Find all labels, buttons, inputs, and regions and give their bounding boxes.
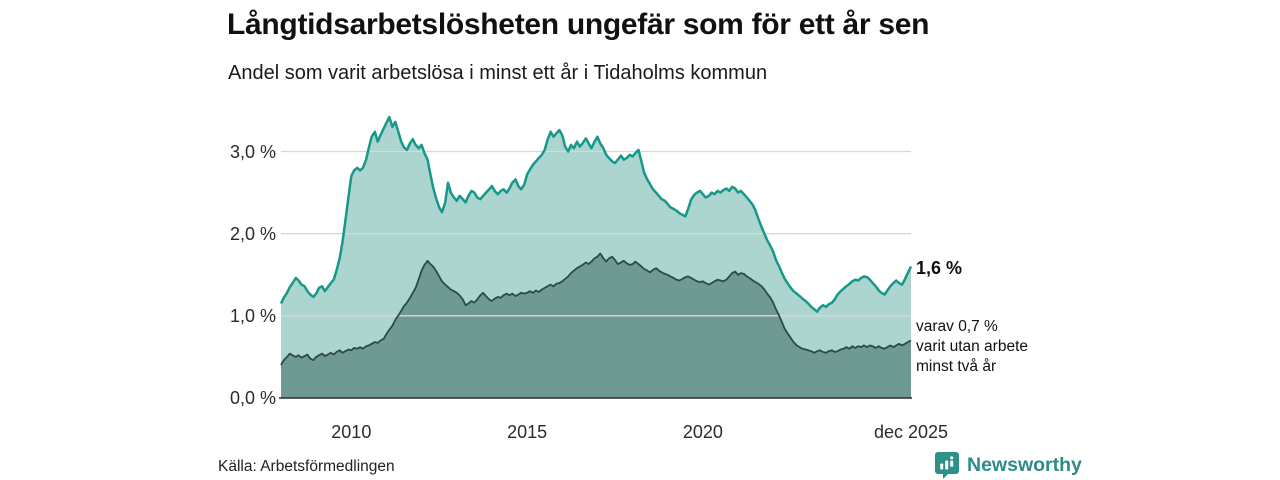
total-line: [279, 115, 913, 313]
annotation-line: varit utan arbete: [916, 338, 1029, 355]
x-tick-label: dec 2025: [873, 422, 949, 442]
newsworthy-bar-chart-icon: [935, 452, 959, 479]
y-tick-label: 3,0 %: [229, 141, 276, 162]
two-year-share-annotation: varav 0,7 % varit utan arbete minst två …: [916, 317, 1028, 377]
y-tick-label: 2,0 %: [229, 223, 276, 244]
page-title: Långtidsarbetslösheten ungefär som för e…: [227, 8, 930, 41]
y-tick-label: 0,0 %: [229, 388, 276, 408]
chart-subtitle: Andel som varit arbetslösa i minst ett å…: [228, 62, 768, 84]
x-tick-label: 2010: [331, 422, 372, 442]
two-year-area-fill: [281, 253, 911, 398]
newsworthy-wordmark: Newsworthy: [967, 453, 1082, 476]
newsworthy-logo[interactable]: Newsworthy: [934, 451, 1082, 479]
x-tick-label: 2020: [682, 422, 723, 442]
annotation-line: varav 0,7 %: [916, 318, 998, 335]
annotation-line: minst två år: [916, 358, 997, 375]
y-tick-label: 1,0 %: [229, 305, 276, 326]
series-end-value-label: 1,6 %: [916, 258, 963, 278]
two-year-line: [280, 252, 912, 366]
x-tick-label: 2015: [507, 422, 548, 442]
source-attribution: Källa: Arbetsförmedlingen: [218, 458, 395, 475]
